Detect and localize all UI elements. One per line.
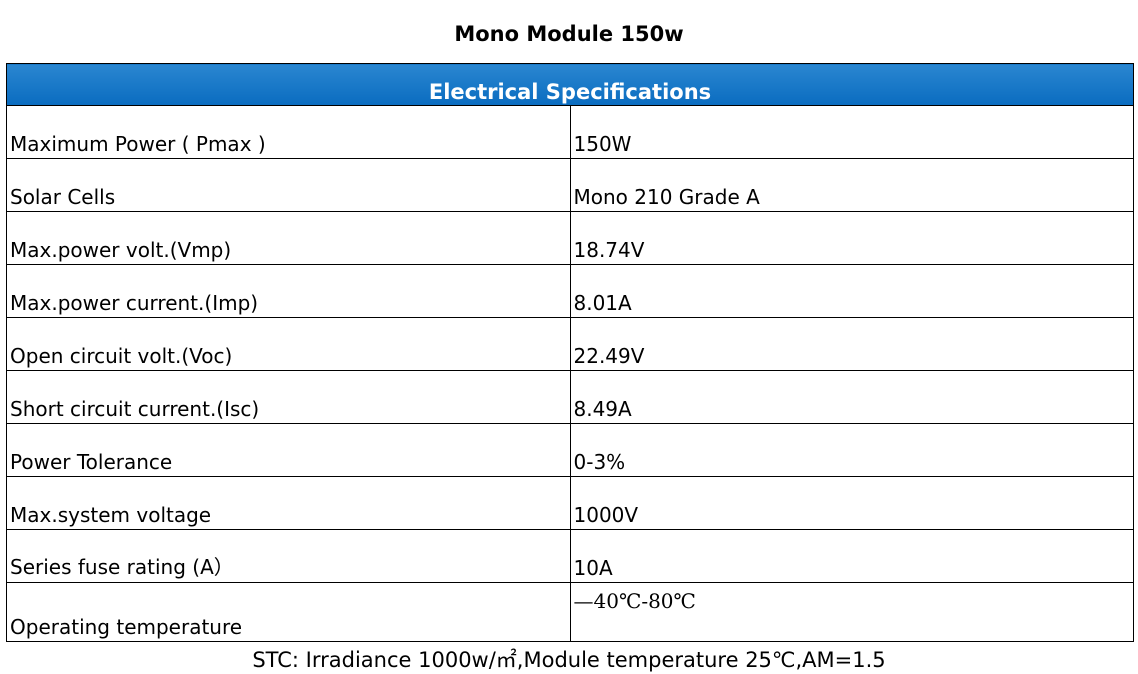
spec-label: Power Tolerance <box>6 423 571 477</box>
spec-label: Max.system voltage <box>6 476 571 530</box>
spec-label: Short circuit current.(Isc) <box>6 370 571 424</box>
header-row: Electrical Specifications <box>6 63 1134 106</box>
spec-label: Operating temperature <box>6 582 571 642</box>
spec-value: 0-3% <box>569 423 1134 477</box>
spec-value: 18.74V <box>569 211 1134 265</box>
spec-value: 8.01A <box>569 264 1134 318</box>
spec-value: 1000V <box>569 476 1134 530</box>
spec-value: 150W <box>569 105 1134 159</box>
spec-value: Mono 210 Grade A <box>569 158 1134 212</box>
spec-label: Max.power current.(Imp) <box>6 264 571 318</box>
spec-label: Solar Cells <box>6 158 571 212</box>
title: Mono Module 150w <box>454 22 684 46</box>
spec-value: —40℃-80℃ <box>569 582 1134 642</box>
spec-label: Open circuit volt.(Voc) <box>6 317 571 371</box>
spec-row: Series fuse rating (A） 10A <box>6 529 1134 583</box>
spec-label: Series fuse rating (A） <box>6 529 571 583</box>
spec-row: Max.system voltage 1000V <box>6 476 1134 530</box>
table-header: Electrical Specifications <box>6 63 1134 106</box>
spec-row: Open circuit volt.(Voc) 22.49V <box>6 317 1134 371</box>
footnote: STC: Irradiance 1000w/㎡,Module temperatu… <box>252 648 886 672</box>
spec-row: Maximum Power ( Pmax ) 150W <box>6 105 1134 159</box>
spec-row: Power Tolerance 0-3% <box>6 423 1134 477</box>
spec-label: Max.power volt.(Vmp) <box>6 211 571 265</box>
spec-value: 10A <box>569 529 1134 583</box>
spec-value: 8.49A <box>569 370 1134 424</box>
spec-row: Max.power current.(Imp) 8.01A <box>6 264 1134 318</box>
spec-row: Solar Cells Mono 210 Grade A <box>6 158 1134 212</box>
spec-row: Short circuit current.(Isc) 8.49A <box>6 370 1134 424</box>
spec-label: Maximum Power ( Pmax ) <box>6 105 571 159</box>
table-body: Maximum Power ( Pmax ) 150W Solar Cells Mon… <box>6 105 1134 642</box>
spec-row: Operating temperature —40℃-80℃ <box>6 582 1134 642</box>
spec-table: Electrical Specifications Maximum Power … <box>6 63 1134 642</box>
spec-value: 22.49V <box>569 317 1134 371</box>
spec-row: Max.power volt.(Vmp) 18.74V <box>6 211 1134 265</box>
